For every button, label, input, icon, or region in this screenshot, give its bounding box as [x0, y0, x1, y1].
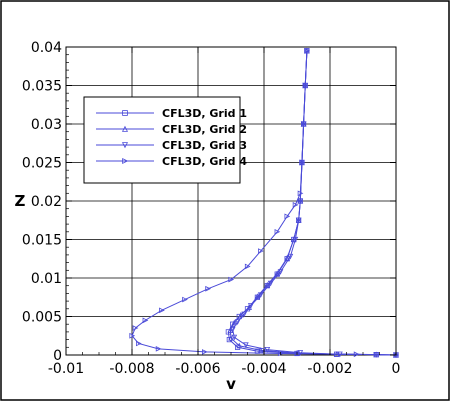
data-point	[228, 276, 235, 283]
data-point	[257, 292, 264, 299]
data-point	[129, 332, 136, 339]
data-point	[236, 313, 242, 320]
data-point	[229, 326, 236, 333]
data-point	[132, 325, 139, 331]
data-point	[159, 307, 165, 314]
data-point	[290, 236, 297, 243]
data-point	[277, 269, 284, 275]
data-point	[243, 342, 249, 349]
data-point	[247, 303, 254, 309]
x-tick-label: -0.01	[48, 361, 84, 377]
data-point	[234, 344, 241, 350]
legend-entry: CFL3D, Grid 1	[96, 107, 247, 120]
tick-labels: -0.01 -0.008 -0.006 -0.004 -0.002 0 0 0.005 0.01…	[22, 40, 401, 377]
data-point	[238, 311, 244, 318]
data-point	[231, 334, 238, 341]
data-point	[267, 280, 274, 287]
legend-label: CFL3D, Grid 3	[162, 139, 247, 152]
legend-label: CFL3D, Grid 1	[162, 107, 247, 120]
data-point	[121, 125, 129, 132]
legend-entry: CFL3D, Grid 4	[96, 155, 247, 168]
data-point	[302, 82, 309, 89]
x-axis-title: v	[226, 375, 236, 393]
data-point	[353, 351, 360, 358]
data-point	[231, 319, 238, 326]
legend: CFL3D, Grid 1 CFL3D, Grid 2 CFL3D, Grid 3 C…	[83, 96, 247, 184]
y-tick-label: 0.04	[31, 40, 62, 56]
data-point	[142, 317, 149, 324]
data-point	[201, 349, 208, 355]
data-point	[227, 327, 234, 333]
data-point	[274, 228, 281, 235]
data-point	[155, 345, 162, 352]
x-tick-label: -0.002	[307, 361, 352, 377]
legend-entry: CFL3D, Grid 3	[96, 139, 247, 152]
legend-entry: CFL3D, Grid 2	[96, 123, 247, 136]
y-tick-label: 0.035	[22, 79, 62, 95]
data-point	[205, 285, 211, 292]
y-axis-title: Z	[15, 192, 26, 210]
data-point	[226, 336, 232, 343]
data-point	[121, 142, 129, 149]
data-point	[292, 202, 299, 208]
data-point	[287, 253, 294, 260]
data-point	[304, 48, 310, 54]
data-point	[297, 198, 304, 205]
data-point	[297, 350, 304, 356]
y-tick-label: 0.03	[31, 117, 62, 133]
data-point	[228, 334, 234, 341]
data-point	[182, 296, 188, 303]
legend-box	[83, 96, 241, 184]
data-point	[258, 248, 264, 254]
x-tick-label: -0.004	[241, 361, 286, 377]
series-grid-4	[129, 48, 400, 358]
data-point	[299, 159, 306, 166]
data-point	[122, 157, 129, 165]
data-point	[284, 213, 291, 220]
y-tick-label: 0.005	[22, 310, 62, 326]
y-tick-label: 0.01	[31, 271, 62, 287]
tick-marks	[65, 46, 397, 356]
data-point	[234, 319, 241, 325]
data-point	[122, 110, 128, 116]
data-point	[264, 347, 271, 353]
x-tick-label: -0.006	[175, 361, 220, 377]
data-point	[244, 263, 251, 270]
data-point	[244, 306, 251, 312]
data-point	[304, 48, 310, 54]
data-point	[284, 254, 290, 261]
y-tick-label: 0.015	[22, 233, 62, 249]
y-tick-label: 0.025	[22, 156, 62, 172]
data-point	[292, 236, 299, 243]
legend-label: CFL3D, Grid 4	[162, 155, 247, 168]
data-point	[241, 311, 248, 318]
data-point	[236, 342, 243, 349]
data-point	[294, 349, 300, 356]
legend-label: CFL3D, Grid 2	[162, 123, 247, 136]
data-point	[297, 190, 304, 197]
data-point	[300, 121, 307, 127]
data-point	[135, 340, 142, 347]
series-line	[131, 50, 397, 356]
y-tick-label: 0.02	[31, 194, 62, 210]
x-tick-label: -0.008	[109, 361, 154, 377]
x-tick-label: 0	[392, 361, 401, 377]
series-layer	[129, 47, 400, 359]
y-tick-label: 0	[53, 348, 62, 364]
data-point	[295, 217, 302, 224]
